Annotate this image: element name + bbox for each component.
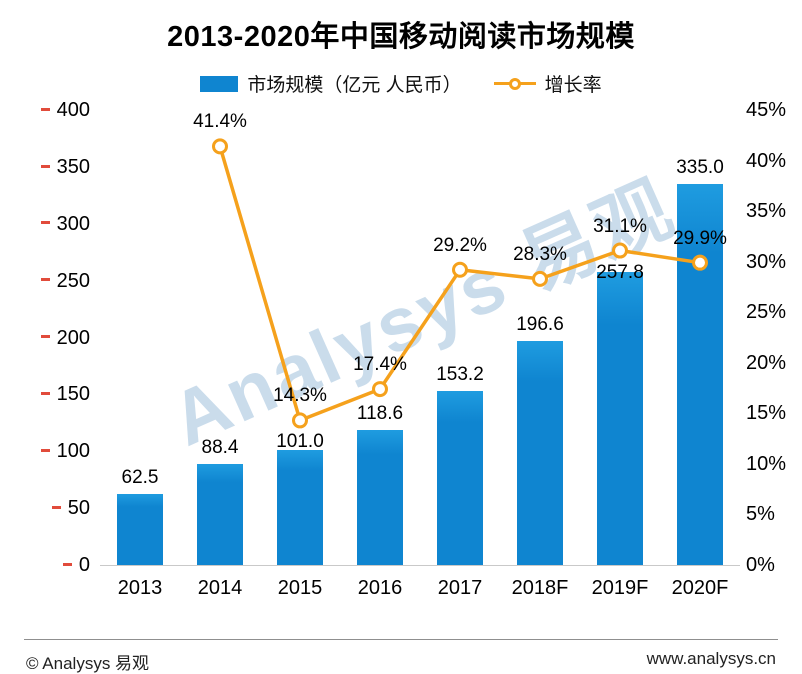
y-axis-left-tick-label: 300 [56,212,90,235]
y-axis-left-tick-label: 100 [56,440,90,463]
bar-value-label: 257.8 [596,261,644,283]
chart-title: 2013-2020年中国移动阅读市场规模 [167,21,635,53]
x-axis-label-2016: 2016 [357,577,403,599]
bar-value-label: 118.6 [356,403,404,425]
x-axis-line [100,565,740,566]
line-series-swatch [493,77,536,90]
bar-value-label: 335.0 [676,156,724,178]
footer-divider [24,639,778,640]
y-axis-right-tick-label: 45% [746,99,787,121]
y-axis-left: 0 50 100 150 200 250 300 350 400 [0,99,90,576]
axis-tick-mark [51,505,61,509]
y-axis-left-tick-label: 50 [67,497,90,520]
y-axis-left-tick-label: 400 [56,99,90,121]
growth-marker [292,412,308,429]
growth-rate-label: 14.3% [273,385,327,407]
y-axis-left-tick: 250 [40,269,90,292]
y-axis-right-tick-label: 30% [746,250,787,273]
y-axis-left-tick-label: 150 [56,383,90,406]
growth-rate-label: 28.3% [513,243,567,265]
y-axis-right-tick-label: 5% [746,503,775,526]
footer: © Analysys 易观 www.analysys.cn [26,649,776,674]
bar-series-swatch [200,75,239,92]
axis-tick-mark [62,562,72,566]
y-axis-left-tick-label: 350 [56,155,90,178]
x-axis-label-2017: 2017 [437,577,483,599]
y-axis-left-tick-label: 0 [78,554,90,576]
x-axis-label-2019F: 2019F [591,577,649,599]
website-text: www.analysys.cn [646,649,776,668]
bar-2013 [117,493,163,565]
growth-rate-label: 29.2% [433,234,487,256]
growth-marker [452,261,468,278]
growth-marker [612,242,628,259]
y-axis-left-tick: 400 [40,99,90,121]
x-axis-label-2020F: 2020F [671,577,729,599]
bar-value-label: 88.4 [201,437,239,459]
x-axis: 2013 2014 2015 2016 2017 2018F 2019F 2020F [100,577,740,603]
y-axis-left-tick-label: 200 [56,326,90,349]
bar-value-label: 62.5 [121,466,159,488]
y-axis-right-tick-label: 0% [746,554,775,576]
bar-2018F [517,341,563,565]
bar-2016 [357,430,403,565]
y-axis-left-tick: 0 [62,554,90,576]
y-axis-right-tick-label: 25% [746,301,787,324]
legend-item-market-size: 市场规模（亿元 人民币） [200,70,462,97]
growth-rate-label: 29.9% [673,227,727,249]
growth-marker [532,270,548,287]
x-axis-label-2018F: 2018F [511,577,569,599]
y-axis-left-tick: 300 [40,212,90,235]
growth-rate-label: 41.4% [193,111,247,133]
bar-value-label: 196.6 [516,314,564,336]
copyright-text: © Analysys 易观 [26,654,150,673]
y-axis-left-tick: 200 [40,326,90,349]
growth-rate-line [212,138,708,429]
bar-2017 [437,390,483,565]
legend: 市场规模（亿元 人民币） 增长率 [0,70,802,97]
y-axis-left-tick: 50 [51,497,90,520]
bar-2019F [597,271,643,565]
y-axis-right-tick-label: 10% [746,452,787,475]
y-axis-right-tick-label: 15% [746,402,787,425]
bar-value-label: 101.0 [276,431,324,453]
y-axis-right-tick-label: 20% [746,351,787,374]
y-axis-right: 0% 5% 10% 15% 20% 25% 30% 35% 40% 45% [746,99,802,576]
legend-label-market-size: 市场规模（亿元 人民币） [247,75,462,96]
axis-tick-mark [40,107,50,111]
axis-tick-mark [40,392,50,396]
growth-marker [372,381,388,398]
growth-rate-label: 31.1% [593,215,647,237]
line-marker-icon [508,77,521,90]
axis-tick-mark [40,278,50,282]
x-axis-label-2014: 2014 [197,577,243,599]
axis-tick-mark [40,164,50,168]
x-axis-label-2013: 2013 [117,577,163,599]
y-axis-left-tick: 350 [40,155,90,178]
legend-label-growth-rate: 增长率 [544,75,602,96]
y-axis-left-tick: 150 [40,383,90,406]
x-axis-label-2015: 2015 [277,577,323,599]
axis-tick-mark [40,335,50,339]
growth-rate-label: 17.4% [353,354,407,376]
axis-tick-mark [40,221,50,225]
growth-marker [212,138,228,155]
y-axis-left-tick: 100 [40,440,90,463]
bar-2014 [197,464,243,565]
axis-tick-mark [40,448,50,452]
y-axis-right-tick-label: 40% [746,149,787,172]
y-axis-left-tick-label: 250 [56,269,90,292]
legend-item-growth-rate: 增长率 [493,70,602,97]
bar-2015 [277,450,323,565]
y-axis-right-tick-label: 35% [746,200,787,223]
bar-value-label: 153.2 [436,363,484,385]
plot-area: 62.5 88.4 101.0 118.6 153.2 196.6 257.8 335.0 41… [100,110,740,566]
